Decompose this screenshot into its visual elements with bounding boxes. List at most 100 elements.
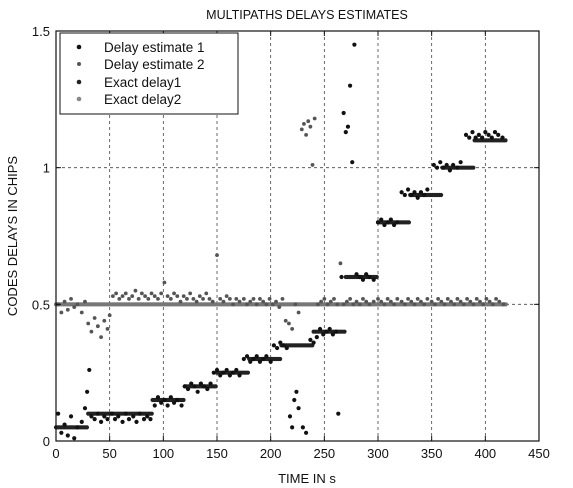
point-delay-estimate-1: [300, 425, 305, 430]
point-delay-estimate-2: [231, 302, 236, 307]
point-delay-estimate-1: [290, 425, 295, 430]
point-delay-estimate-1: [281, 343, 286, 348]
point-exact-delay1: [406, 220, 412, 225]
point-delay-estimate-1: [314, 335, 319, 340]
point-delay-estimate-1: [476, 132, 481, 137]
point-delay-estimate-1: [492, 130, 498, 135]
series-delay-estimate-2: [56, 116, 506, 340]
point-delay-estimate-1: [271, 343, 276, 348]
point-delay-estimate-1: [352, 42, 357, 47]
point-delay-estimate-2: [175, 294, 180, 299]
point-delay-estimate-2: [478, 299, 482, 304]
y-tick-label: 1.5: [32, 24, 50, 39]
point-delay-estimate-1: [211, 370, 216, 375]
x-tick-label: 150: [206, 446, 228, 461]
point-delay-estimate-2: [371, 299, 376, 304]
point-delay-estimate-2: [156, 296, 160, 301]
point-delay-estimate-1: [257, 359, 263, 364]
point-delay-estimate-1: [447, 168, 453, 173]
point-delay-estimate-1: [388, 217, 393, 222]
point-delay-estimate-1: [82, 406, 88, 411]
point-delay-estimate-2: [412, 302, 417, 307]
point-delay-estimate-2: [264, 302, 269, 307]
point-delay-estimate-2: [312, 116, 317, 121]
point-delay-estimate-2: [319, 299, 324, 304]
point-delay-estimate-2: [471, 302, 476, 307]
point-exact-delay1: [84, 425, 90, 430]
point-delay-estimate-1: [126, 417, 132, 422]
x-tick-label: 450: [528, 446, 550, 461]
point-delay-estimate-2: [251, 296, 256, 301]
point-delay-estimate-2: [388, 299, 393, 304]
point-delay-estimate-2: [107, 313, 112, 318]
x-tick-label: 200: [260, 446, 282, 461]
point-delay-estimate-2: [136, 296, 141, 301]
point-delay-estimate-2: [402, 302, 407, 307]
point-delay-estimate-1: [116, 414, 121, 419]
point-delay-estimate-1: [444, 162, 449, 168]
point-delay-estimate-2: [62, 299, 67, 304]
point-delay-estimate-1: [402, 192, 407, 198]
legend-marker-delay-estimate-2: [77, 62, 81, 66]
point-delay-estimate-2: [65, 307, 70, 312]
point-delay-estimate-2: [79, 310, 84, 315]
point-delay-estimate-2: [332, 296, 336, 301]
point-delay-estimate-2: [501, 302, 506, 307]
y-axis-label: CODES DELAYS IN CHIPS: [5, 156, 20, 316]
point-delay-estimate-1: [175, 397, 180, 403]
point-delay-estimate-2: [436, 296, 441, 301]
point-delay-estimate-1: [264, 354, 269, 359]
point-delay-estimate-1: [248, 359, 253, 364]
point-delay-estimate-2: [172, 291, 176, 296]
point-delay-estimate-1: [284, 345, 289, 351]
point-delay-estimate-1: [463, 132, 469, 137]
point-exact-delay1: [149, 411, 154, 416]
point-delay-estimate-2: [429, 299, 434, 304]
y-tick-label: 0: [43, 434, 50, 449]
point-delay-estimate-1: [152, 403, 157, 408]
point-delay-estimate-2: [308, 124, 313, 129]
point-delay-estimate-2: [191, 296, 196, 301]
point-delay-estimate-2: [465, 296, 469, 301]
point-delay-estimate-2: [382, 302, 387, 307]
point-delay-estimate-2: [310, 163, 315, 167]
point-delay-estimate-2: [487, 299, 492, 304]
point-delay-estimate-2: [280, 296, 285, 301]
point-delay-estimate-1: [409, 192, 414, 198]
point-delay-estimate-2: [59, 310, 64, 315]
point-delay-estimate-1: [105, 417, 110, 422]
point-delay-estimate-1: [371, 277, 376, 282]
data-layer: [53, 42, 509, 441]
point-delay-estimate-2: [481, 302, 486, 307]
point-delay-estimate-1: [379, 217, 384, 222]
point-delay-estimate-2: [159, 291, 164, 296]
point-delay-estimate-1: [354, 272, 359, 277]
point-delay-estimate-1: [367, 274, 372, 280]
point-delay-estimate-2: [146, 296, 151, 301]
point-delay-estimate-2: [474, 296, 479, 301]
point-delay-estimate-1: [382, 222, 387, 228]
point-exact-delay1: [503, 138, 508, 143]
point-delay-estimate-2: [406, 296, 410, 301]
point-delay-estimate-1: [171, 400, 177, 405]
point-delay-estimate-2: [452, 302, 457, 307]
point-delay-estimate-2: [270, 302, 275, 307]
point-delay-estimate-2: [261, 299, 266, 304]
point-delay-estimate-2: [110, 294, 115, 299]
point-delay-estimate-2: [348, 296, 352, 301]
point-delay-estimate-2: [409, 299, 414, 304]
point-delay-estimate-1: [95, 411, 100, 416]
point-delay-estimate-2: [168, 296, 173, 301]
point-delay-estimate-2: [302, 122, 306, 126]
point-delay-estimate-1: [85, 389, 90, 394]
point-delay-estimate-1: [244, 354, 250, 359]
point-exact-delay1: [278, 356, 283, 362]
legend-label-delay-estimate-1: Delay estimate 1: [104, 40, 205, 55]
point-delay-estimate-1: [155, 395, 161, 400]
point-delay-estimate-2: [490, 302, 495, 307]
point-delay-estimate-1: [231, 370, 236, 375]
point-delay-estimate-2: [89, 329, 94, 334]
point-delay-estimate-2: [83, 299, 87, 304]
point-delay-estimate-1: [192, 384, 197, 389]
point-delay-estimate-1: [92, 417, 97, 422]
